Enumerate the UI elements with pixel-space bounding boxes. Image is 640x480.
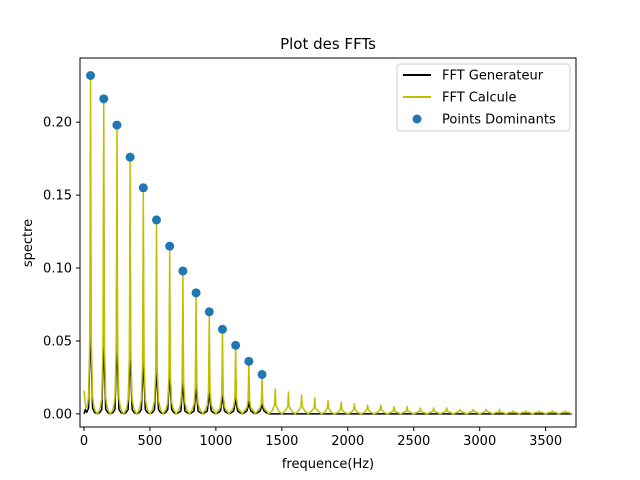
y-tick-label: 0.20: [43, 116, 72, 131]
x-tick-label: 1000: [199, 434, 232, 449]
legend-label: FFT Calcule: [442, 91, 516, 106]
dominant-point: [244, 356, 254, 366]
x-tick-label: 500: [138, 434, 163, 449]
x-tick-label: 0: [80, 434, 88, 449]
legend-marker-swatch: [412, 114, 422, 124]
x-tick-label: 3000: [463, 434, 496, 449]
legend-box: [396, 63, 571, 132]
y-tick-label: 0.00: [43, 407, 72, 422]
x-axis-label: frequence(Hz): [282, 457, 374, 472]
x-tick-label: 2500: [397, 434, 430, 449]
series-line-fft-calcule: [83, 74, 573, 415]
dominant-point: [204, 307, 214, 317]
dominant-point: [178, 266, 188, 276]
dominant-point: [217, 324, 227, 334]
dominant-point: [86, 71, 96, 81]
y-tick-label: 0.15: [43, 189, 72, 204]
chart-title: Plot des FFTs: [280, 35, 376, 53]
legend-label: Points Dominants: [442, 113, 556, 128]
y-tick-label: 0.10: [43, 262, 72, 277]
plot-area: [83, 71, 573, 415]
dominant-point: [257, 369, 267, 379]
x-tick-label: 3500: [529, 434, 562, 449]
dominant-point: [138, 183, 148, 193]
x-tick-label: 2000: [331, 434, 364, 449]
dominant-point: [99, 94, 109, 104]
x-tick-label: 1500: [265, 434, 298, 449]
dominant-point: [125, 152, 135, 162]
dominant-point: [152, 215, 162, 225]
legend-label: FFT Generateur: [442, 69, 544, 84]
axes: 0 500 1000 1500 2000 2500 3000 3500 0.00 0.05 0.10…: [43, 57, 577, 449]
dominant-point: [112, 120, 122, 130]
y-tick-label: 0.05: [43, 334, 72, 349]
dominant-point: [231, 340, 241, 350]
y-axis-label: spectre: [21, 219, 36, 267]
legend: FFT Generateur FFT Calcule Points Dominant…: [396, 63, 571, 132]
dominant-point: [191, 288, 201, 298]
dominant-point: [165, 241, 175, 251]
axes-frame: [79, 57, 577, 428]
